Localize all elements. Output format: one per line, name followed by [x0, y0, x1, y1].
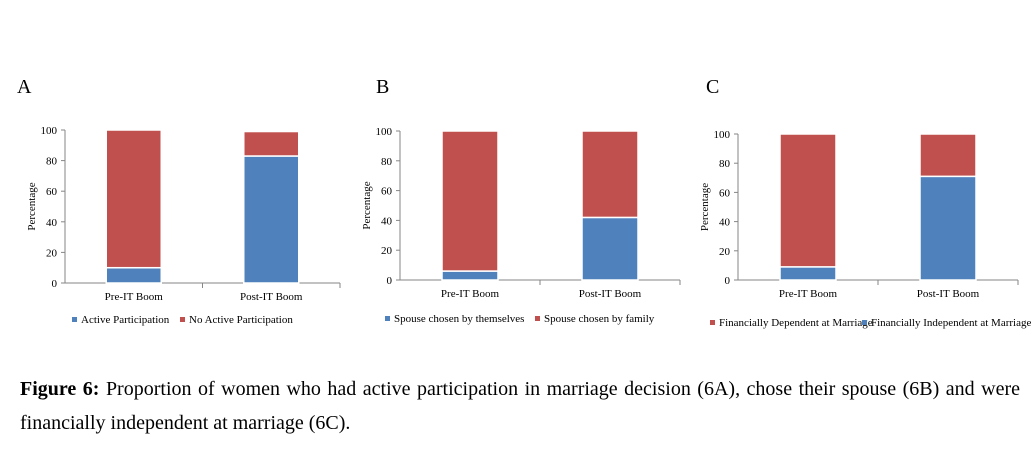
bar-segment — [581, 130, 639, 219]
x-tick-label: Post-IT Boom — [917, 288, 980, 300]
bar-segment — [779, 133, 837, 268]
bar-segment — [919, 133, 977, 178]
y-tick-label: 100 — [714, 129, 731, 141]
y-tick-label: 0 — [387, 275, 393, 287]
y-tick-label: 100 — [41, 125, 58, 137]
y-tick-label: 60 — [719, 187, 731, 199]
legend-label: No Active Participation — [189, 314, 293, 326]
y-tick-label: 100 — [376, 126, 393, 138]
y-tick-label: 80 — [46, 156, 58, 168]
legend-label: Spouse chosen by family — [544, 313, 655, 325]
legend-swatch — [385, 316, 390, 321]
caption-text: Proportion of women who had active parti… — [20, 378, 1021, 434]
bar-segment — [441, 130, 499, 272]
y-tick-label: 60 — [381, 186, 393, 198]
bar-segment — [243, 130, 300, 157]
y-axis-title: Percentage — [361, 181, 373, 229]
legend-swatch — [180, 317, 185, 322]
bar-segment — [105, 266, 162, 284]
chart-a: 0 20 40 60 80 100 Percentage Pre-IT Boom Post-IT… — [26, 125, 341, 326]
caption-label: Figure 6: — [20, 378, 100, 400]
bar-segment — [243, 155, 300, 284]
chart-c: 0 20 40 60 80 100 Percentage Pre-IT Boom Post-IT… — [699, 129, 1031, 329]
bar-segment — [441, 270, 499, 281]
y-tick-label: 60 — [46, 186, 58, 198]
legend-label: Spouse chosen by themselves — [394, 313, 524, 325]
y-tick-label: 40 — [46, 217, 58, 229]
panel-letter-a: A — [17, 76, 32, 98]
x-tick-label: Post-IT Boom — [240, 291, 303, 303]
x-tick-label: Post-IT Boom — [579, 288, 642, 300]
bar-segment — [779, 266, 837, 281]
y-tick-label: 80 — [381, 156, 393, 168]
x-tick-label: Pre-IT Boom — [779, 288, 838, 300]
legend-label: Financially Independent at Marriage — [871, 317, 1031, 329]
y-tick-label: 40 — [381, 215, 393, 227]
figure-caption: Figure 6: Proportion of women who had ac… — [20, 372, 1020, 440]
y-tick-label: 0 — [52, 278, 58, 290]
x-tick-label: Pre-IT Boom — [441, 288, 500, 300]
y-tick-label: 20 — [719, 246, 731, 258]
y-axis-title: Percentage — [699, 183, 711, 231]
legend-swatch — [72, 317, 77, 322]
y-tick-label: 40 — [719, 217, 731, 229]
y-tick-label: 80 — [719, 158, 731, 170]
legend-swatch — [862, 320, 867, 325]
bar-segment — [581, 216, 639, 281]
chart-b: 0 20 40 60 80 100 Percentage Pre-IT Boom Post-IT… — [361, 126, 681, 325]
legend-swatch — [710, 320, 715, 325]
y-tick-label: 20 — [46, 247, 58, 259]
y-tick-label: 20 — [381, 245, 393, 257]
panel-letter-c: C — [706, 76, 720, 98]
bar-segment — [105, 129, 162, 269]
panel-letter-b: B — [376, 76, 390, 98]
bar-segment — [919, 175, 977, 281]
y-tick-label: 0 — [725, 275, 731, 287]
x-tick-label: Pre-IT Boom — [105, 291, 164, 303]
legend-label: Financially Dependent at Marriage — [719, 317, 873, 329]
y-axis-title: Percentage — [26, 182, 38, 230]
legend-label: Active Participation — [81, 314, 170, 326]
legend-swatch — [535, 316, 540, 321]
